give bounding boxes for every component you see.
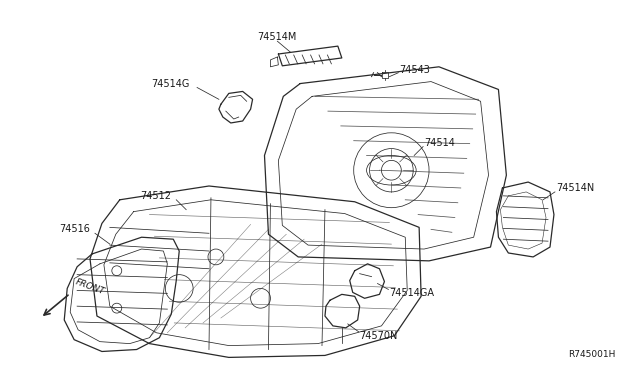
Text: R745001H: R745001H [568, 350, 616, 359]
Text: 74514N: 74514N [556, 183, 594, 193]
Text: 74514GA: 74514GA [389, 288, 435, 298]
Text: 74516: 74516 [59, 224, 90, 234]
Text: 74543: 74543 [399, 65, 430, 75]
Text: FRONT: FRONT [74, 277, 106, 296]
Text: 74512: 74512 [140, 191, 172, 201]
Text: 74514: 74514 [424, 138, 455, 148]
Text: 74570N: 74570N [360, 331, 398, 341]
Text: 74514M: 74514M [258, 32, 297, 42]
Text: 74514G: 74514G [151, 78, 189, 89]
